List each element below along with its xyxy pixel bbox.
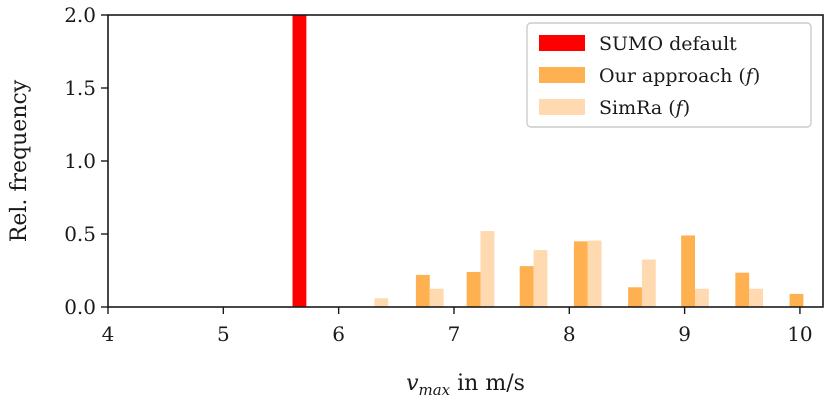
bar-series-1-6	[735, 272, 750, 307]
y-tick-label-2: 1.0	[64, 149, 96, 173]
bar-series-2-2	[480, 231, 495, 307]
bar-series-1-0	[415, 274, 430, 307]
x-tick-label-5: 9	[678, 322, 691, 346]
x-axis-label-main: v	[406, 371, 419, 396]
bar-series-0-0	[292, 15, 307, 307]
bars-layer	[292, 15, 804, 307]
y-tick-label-3: 1.5	[64, 76, 96, 100]
x-axis-label-sub: max	[419, 381, 451, 399]
bar-series-1-7	[789, 293, 804, 307]
x-axis: 4 5 6 7 8 9 10	[102, 307, 813, 346]
bar-series-2-7	[749, 288, 764, 307]
bar-series-2-4	[587, 240, 602, 307]
legend-label-2: SimRa (f)	[599, 97, 690, 119]
x-axis-label: vmax in m/s	[406, 371, 525, 399]
legend-box	[526, 22, 812, 128]
y-axis: 0.0 0.5 1.0 1.5 2.0	[64, 3, 108, 319]
x-tick-label-0: 4	[102, 322, 115, 346]
legend-items: SUMO default Our approach (f) SimRa (f)	[539, 33, 760, 119]
x-tick-label-6: 10	[787, 322, 812, 346]
y-tick-label-1: 0.5	[64, 222, 96, 246]
bar-series-2-0	[374, 298, 389, 307]
legend-swatch-0	[539, 35, 585, 51]
legend-swatch-1	[539, 67, 585, 83]
bar-series-1-3	[573, 241, 588, 307]
y-axis-label: Rel. frequency	[7, 79, 32, 242]
bar-series-2-1	[429, 288, 444, 307]
x-axis-label-rest: in m/s	[450, 371, 525, 396]
bar-series-1-1	[466, 271, 481, 307]
bar-series-2-6	[694, 288, 709, 307]
x-tick-label-4: 8	[563, 322, 576, 346]
x-tick-label-1: 5	[217, 322, 230, 346]
x-tick-label-3: 7	[448, 322, 461, 346]
y-tick-label-0: 0.0	[64, 295, 96, 319]
bar-series-1-4	[628, 287, 642, 307]
legend-label-1: Our approach (f)	[599, 65, 760, 87]
legend-label-0: SUMO default	[599, 33, 737, 55]
bar-series-1-2	[519, 266, 534, 307]
x-tick-label-2: 6	[332, 322, 345, 346]
y-tick-label-4: 2.0	[64, 3, 96, 27]
bar-series-2-3	[533, 250, 548, 307]
legend-swatch-2	[539, 99, 585, 115]
bar-series-2-5	[641, 259, 656, 307]
bar-series-1-5	[681, 235, 695, 307]
legend: SUMO default Our approach (f) SimRa (f)	[526, 22, 812, 128]
